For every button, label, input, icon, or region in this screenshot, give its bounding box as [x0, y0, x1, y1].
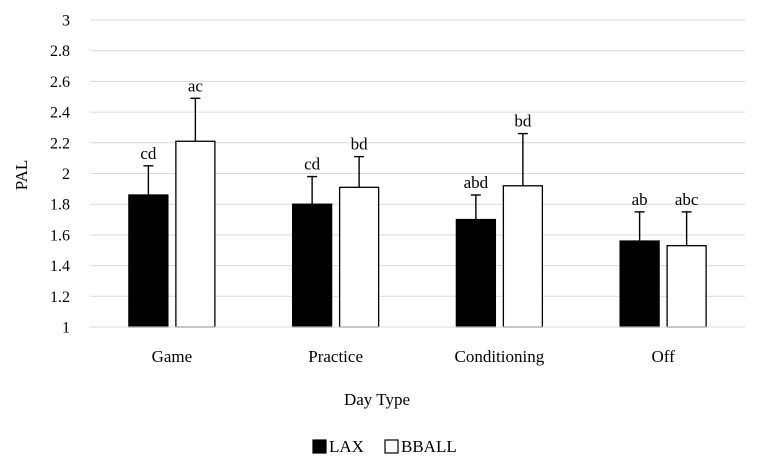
bar-bball-practice [338, 186, 380, 328]
significance-label: ac [188, 76, 204, 95]
significance-label: bd [514, 112, 532, 131]
bar-lax-practice [291, 203, 333, 328]
legend-swatch-lax [312, 439, 327, 454]
y-tick-label: 3 [62, 13, 70, 30]
y-tick-label: 1 [62, 320, 70, 337]
y-axis-ticks: 1 1.2 1.4 1.6 1.8 2 2.2 2.4 2.6 2.8 3 [50, 13, 70, 337]
significance-labels: cd ac cd bd abd bd ab abc [140, 76, 699, 209]
x-axis-categories: Game Practice Conditioning Off [152, 347, 676, 366]
y-tick-label: 1.8 [50, 197, 70, 214]
x-category-label: Game [152, 347, 193, 366]
legend-label-lax: LAX [329, 437, 364, 456]
y-tick-label: 2.6 [50, 74, 70, 91]
legend: LAX BBALL [312, 437, 457, 456]
bar-lax-game [128, 194, 169, 328]
bar-bball-game [175, 140, 216, 328]
bar-bball-conditioning [502, 185, 544, 328]
significance-label: cd [140, 144, 157, 163]
error-bars [143, 97, 692, 246]
y-tick-label: 2.2 [50, 135, 70, 152]
legend-label-bball: BBALL [401, 437, 457, 456]
y-axis-title: PAL [12, 160, 31, 191]
x-category-label: Conditioning [455, 347, 545, 366]
y-tick-label: 2.8 [50, 43, 70, 60]
significance-label: abd [464, 173, 489, 192]
y-tick-label: 1.4 [50, 258, 70, 275]
legend-swatch-bball [384, 439, 399, 454]
significance-label: abc [675, 190, 699, 209]
y-tick-label: 1.6 [50, 227, 70, 244]
x-category-label: Practice [308, 347, 363, 366]
significance-label: ab [632, 190, 648, 209]
y-tick-label: 2.4 [50, 105, 70, 122]
bar-lax-conditioning [455, 218, 497, 328]
y-tick-label: 1.2 [50, 289, 70, 306]
significance-label: cd [304, 155, 321, 174]
bar-lax-off [619, 240, 660, 328]
x-category-label: Off [651, 347, 675, 366]
x-axis-title: Day Type [344, 390, 410, 409]
bar-bball-off [666, 244, 707, 328]
significance-label: bd [351, 135, 369, 154]
y-tick-label: 2 [62, 166, 70, 183]
bars [128, 140, 707, 328]
